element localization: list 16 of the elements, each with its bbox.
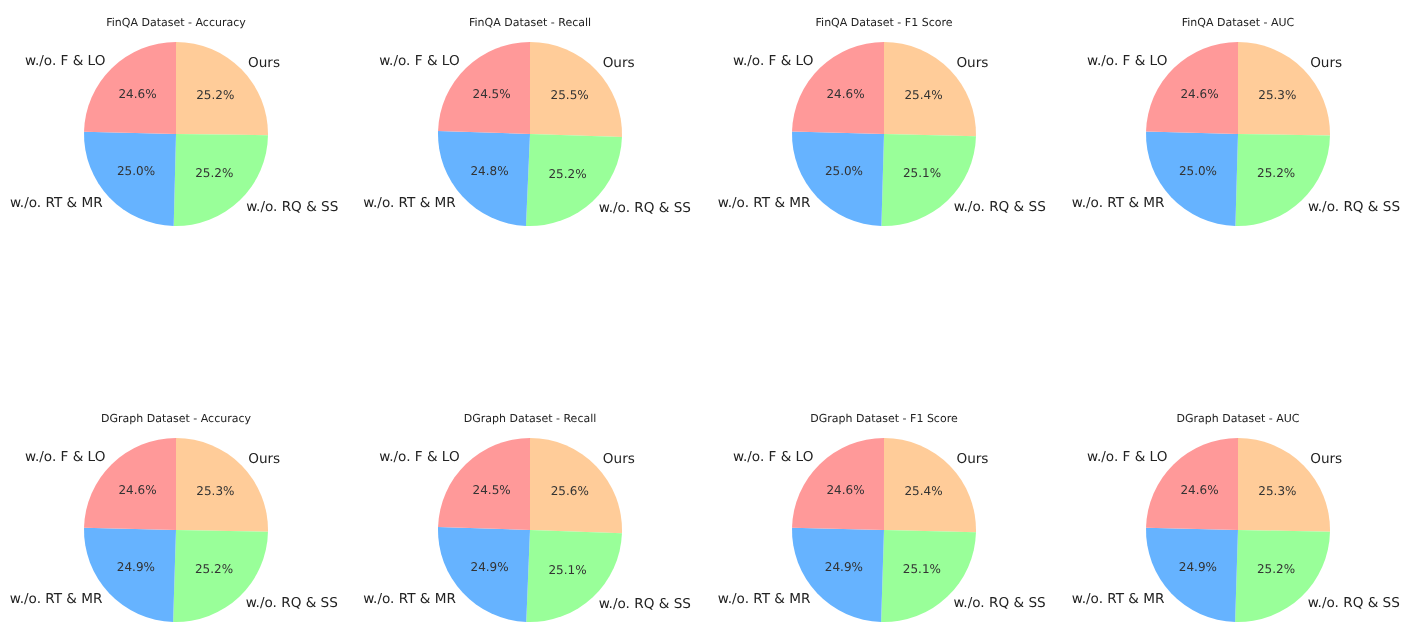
pie-slice: [438, 438, 530, 530]
pie-slice: [84, 527, 176, 622]
pie-slice: [84, 42, 176, 134]
pie-slice: [84, 131, 176, 226]
pie-slice: [1146, 42, 1238, 134]
pie-slice: [1146, 131, 1238, 226]
pie-slice: [792, 438, 884, 530]
pie-slice: [438, 42, 530, 134]
pie-slice: [438, 131, 530, 226]
pie-slice: [1146, 438, 1238, 530]
pie-slice: [792, 131, 884, 226]
pie-slice: [792, 42, 884, 134]
pie-slice: [792, 527, 884, 622]
pie-slice: [438, 526, 530, 622]
pie-slice: [84, 438, 176, 530]
pie-slice: [1146, 527, 1238, 622]
